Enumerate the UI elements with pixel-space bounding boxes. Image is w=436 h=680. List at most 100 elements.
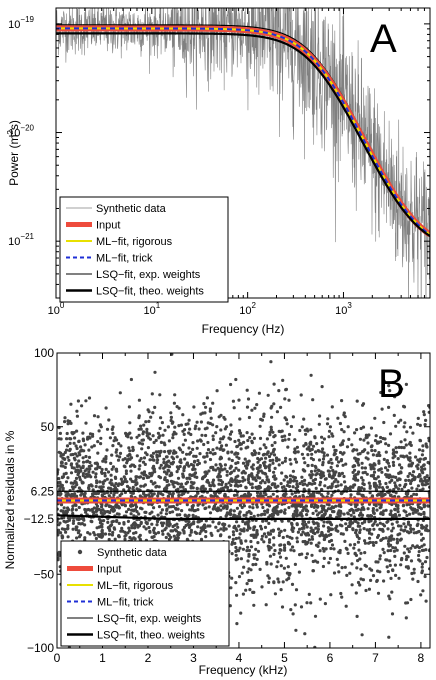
- residual-point: [375, 453, 379, 457]
- residual-point: [265, 475, 269, 479]
- residual-point: [263, 512, 267, 517]
- residual-point: [113, 436, 117, 440]
- residual-point: [310, 553, 314, 557]
- residual-point: [417, 529, 421, 534]
- residual-point: [75, 525, 79, 529]
- residual-point: [81, 439, 86, 443]
- residual-point: [196, 459, 200, 463]
- residual-point: [103, 471, 107, 475]
- residual-point: [301, 530, 305, 534]
- residual-point: [378, 482, 382, 486]
- residual-point: [193, 459, 197, 463]
- residual-point: [124, 434, 129, 438]
- residual-point: [422, 543, 426, 547]
- residual-point: [392, 537, 396, 541]
- residual-point: [245, 460, 249, 464]
- residual-point: [339, 459, 343, 463]
- residual-point: [391, 460, 395, 464]
- residual-point: [237, 524, 241, 528]
- residual-point: [144, 527, 148, 531]
- residual-point: [390, 478, 394, 482]
- residual-point: [385, 565, 389, 569]
- residual-point: [359, 426, 363, 431]
- x-tick-label: 103: [335, 301, 352, 317]
- residual-point: [229, 512, 233, 516]
- residual-point: [418, 423, 422, 427]
- residual-point: [235, 622, 239, 626]
- residual-point: [59, 503, 64, 507]
- residual-point: [395, 478, 400, 482]
- residual-point: [385, 520, 389, 524]
- residual-point: [356, 460, 360, 465]
- residual-point: [346, 486, 350, 491]
- residual-point: [302, 506, 306, 510]
- residual-point: [97, 507, 101, 511]
- residual-point: [107, 418, 111, 422]
- residual-point: [313, 435, 317, 439]
- residual-point: [392, 549, 396, 553]
- residual-point: [277, 463, 281, 467]
- residual-point: [215, 446, 219, 450]
- residual-point: [288, 474, 293, 478]
- residual-point: [318, 483, 322, 487]
- residual-point: [340, 442, 345, 446]
- legend-entry: Input: [67, 564, 121, 576]
- residual-point: [394, 573, 398, 578]
- residual-point: [368, 536, 372, 540]
- residual-point: [57, 523, 61, 527]
- residual-point: [426, 504, 430, 508]
- residual-point: [305, 601, 309, 605]
- residual-point: [402, 551, 406, 555]
- residual-point: [262, 443, 266, 447]
- residual-point: [402, 425, 406, 429]
- residual-point: [153, 370, 157, 374]
- residual-point: [305, 513, 309, 517]
- residual-point: [404, 525, 408, 529]
- residual-point: [303, 539, 307, 544]
- residual-point: [272, 470, 276, 474]
- residual-point: [66, 422, 70, 426]
- panel-b-xlabel: Frequency (kHz): [199, 663, 288, 677]
- residual-point: [109, 478, 113, 482]
- residual-point: [150, 455, 155, 459]
- residual-point: [326, 507, 331, 511]
- residual-point: [74, 503, 78, 507]
- residual-point: [426, 529, 430, 533]
- residual-point: [343, 415, 347, 419]
- residual-point: [375, 508, 379, 512]
- residual-point: [174, 451, 178, 455]
- residual-point: [223, 463, 227, 467]
- residual-point: [256, 513, 260, 517]
- residual-point: [317, 468, 321, 473]
- residual-point: [332, 506, 336, 510]
- residual-point: [348, 543, 352, 547]
- residual-point: [425, 474, 429, 478]
- residual-point: [204, 530, 208, 534]
- residual-point: [362, 487, 366, 491]
- residual-point: [256, 460, 260, 464]
- residual-point: [64, 530, 68, 534]
- residual-point: [127, 405, 131, 409]
- residual-point: [220, 483, 224, 487]
- residual-point: [372, 511, 376, 515]
- residual-point: [169, 415, 173, 419]
- residual-point: [204, 405, 208, 409]
- residual-point: [137, 524, 142, 528]
- residual-point: [188, 533, 192, 537]
- residual-point: [232, 406, 236, 410]
- residual-point: [406, 547, 410, 551]
- residual-point: [400, 387, 404, 391]
- residual-point: [409, 494, 413, 498]
- residual-point: [310, 535, 314, 539]
- residual-point: [165, 486, 169, 490]
- residual-point: [284, 387, 288, 391]
- residual-point: [59, 454, 63, 458]
- residual-point: [255, 466, 259, 471]
- residual-point: [234, 553, 238, 557]
- residual-point: [389, 509, 393, 513]
- residual-point: [352, 474, 356, 478]
- residual-point: [118, 455, 122, 459]
- residual-point: [413, 475, 417, 480]
- residual-point: [378, 554, 382, 558]
- residual-point: [270, 483, 274, 487]
